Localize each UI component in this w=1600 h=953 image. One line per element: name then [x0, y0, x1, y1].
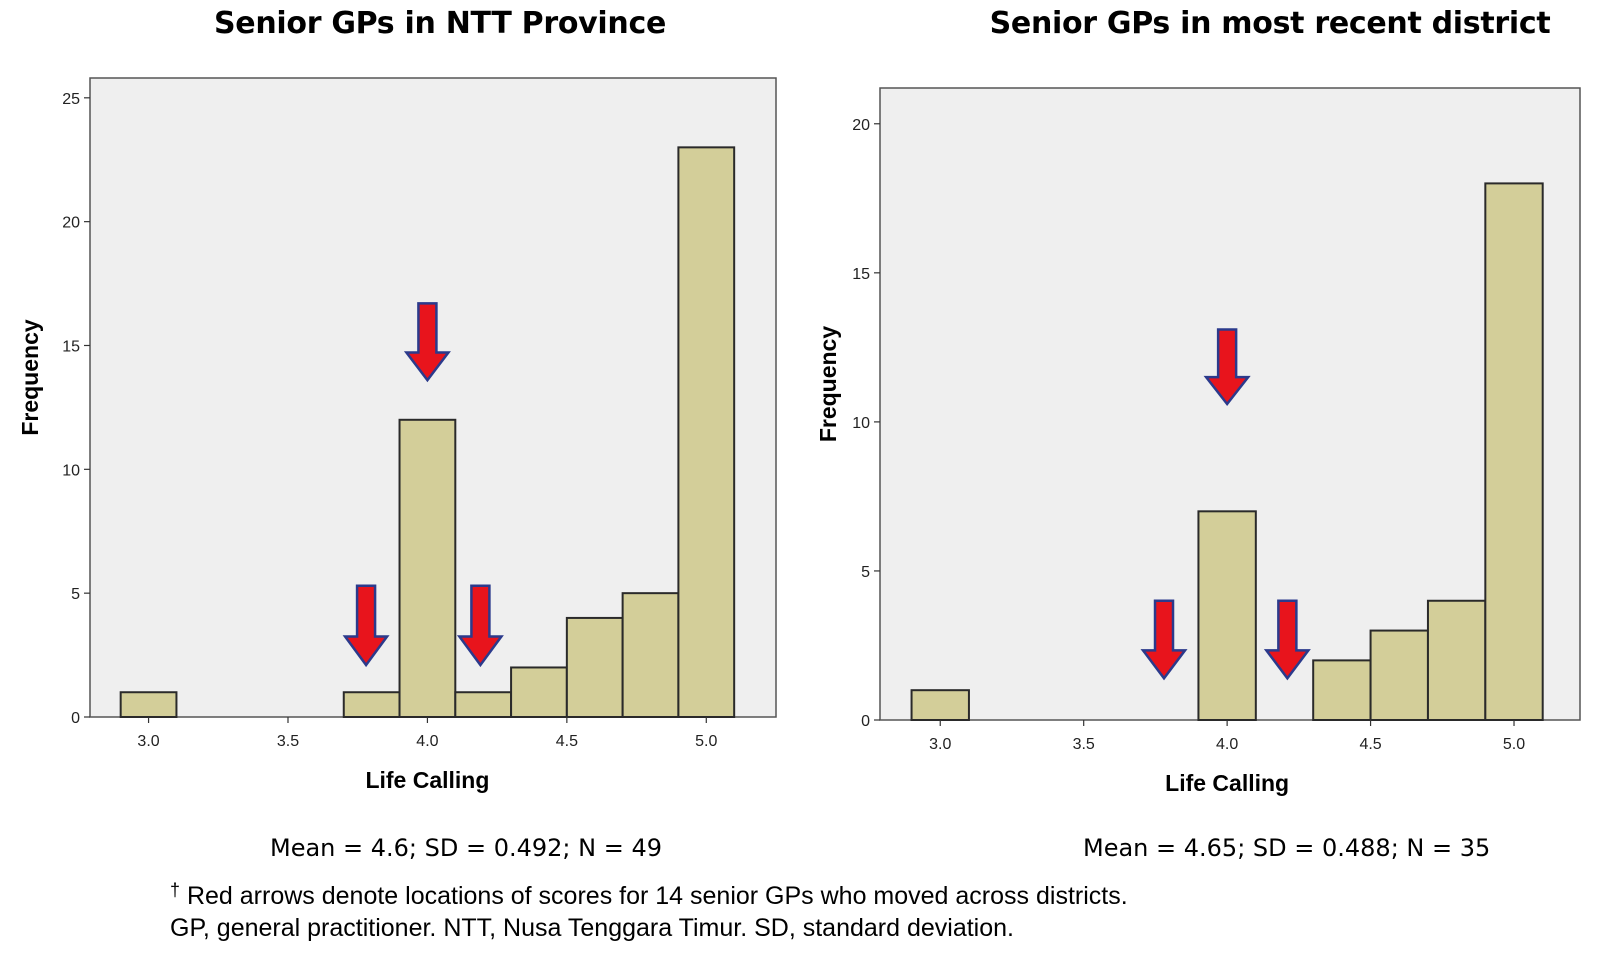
x-tick-label: 4.0 — [1216, 736, 1238, 753]
y-tick-label: 10 — [62, 462, 80, 479]
y-tick-label: 10 — [852, 415, 870, 432]
x-tick-label: 5.0 — [1503, 736, 1525, 753]
histogram-bar — [342, 691, 401, 718]
y-tick-label: 0 — [71, 710, 80, 727]
x-tick-label: 4.5 — [1359, 736, 1381, 753]
y-tick-label: 0 — [861, 713, 870, 730]
chart-title-left: Senior GPs in NTT Province — [213, 6, 666, 41]
y-tick-label: 5 — [861, 564, 870, 581]
footnote-arrows: † Red arrows denote locations of scores … — [170, 880, 1128, 911]
footnote-line-2: GP, general practitioner. NTT, Nusa Teng… — [170, 914, 1014, 942]
x-tick-label: 4.0 — [416, 733, 438, 750]
red-arrow-annotation — [456, 584, 504, 668]
y-tick-label: 25 — [62, 91, 80, 108]
histogram-bar — [510, 666, 568, 718]
x-tick-label: 5.0 — [695, 733, 717, 750]
footnote-line-1: Red arrows denote locations of scores fo… — [186, 882, 1128, 910]
y-axis-label: Frequency — [815, 326, 841, 443]
x-axis-label: Life Calling — [365, 767, 489, 793]
y-tick-label: 20 — [852, 117, 870, 134]
x-tick-label: 4.5 — [556, 733, 578, 750]
stats-right: Mean = 4.65; SD = 0.488; N = 35 — [1083, 834, 1491, 862]
stats-left: Mean = 4.6; SD = 0.492; N = 49 — [270, 834, 663, 862]
histogram-bar — [454, 691, 513, 718]
histogram-bar — [910, 689, 970, 721]
y-axis-label: Frequency — [17, 319, 43, 436]
red-arrow-annotation — [1263, 599, 1311, 681]
y-tick-label: 5 — [71, 586, 80, 603]
histogram-bar — [1426, 599, 1487, 721]
red-arrow-annotation — [403, 302, 451, 383]
x-tick-label: 3.5 — [277, 733, 299, 750]
histogram-bar — [677, 146, 736, 719]
y-tick-label: 20 — [62, 215, 80, 232]
red-arrow-annotation — [342, 584, 390, 668]
histogram-bar — [1312, 659, 1372, 722]
histogram-bar — [621, 592, 680, 718]
histogram-bar — [119, 691, 178, 718]
red-arrow-annotation — [1203, 328, 1251, 407]
red-arrow-annotation — [1140, 599, 1188, 681]
histogram-bar — [1484, 182, 1544, 721]
x-axis-label: Life Calling — [1165, 770, 1289, 796]
x-tick-label: 3.5 — [1073, 736, 1095, 753]
histogram-bar — [565, 616, 624, 719]
x-tick-label: 3.0 — [137, 733, 159, 750]
y-tick-label: 15 — [852, 266, 870, 283]
histogram-bar — [1197, 510, 1257, 721]
footnote-marker: † — [170, 880, 181, 900]
x-tick-label: 3.0 — [929, 736, 951, 753]
histogram-left: 0 5 10 15 20 25 3.0 3.5 4.0 4.5 5.0 Life Calling Fre… — [17, 77, 777, 793]
y-tick-label: 15 — [62, 338, 80, 355]
chart-title-right: Senior GPs in most recent district — [989, 6, 1551, 41]
histogram-right: 0 5 10 15 20 3.0 3.5 4.0 4.5 5.0 Life Calling Frequ… — [815, 87, 1581, 796]
histogram-bar — [1369, 629, 1429, 721]
histogram-bar — [398, 418, 457, 718]
